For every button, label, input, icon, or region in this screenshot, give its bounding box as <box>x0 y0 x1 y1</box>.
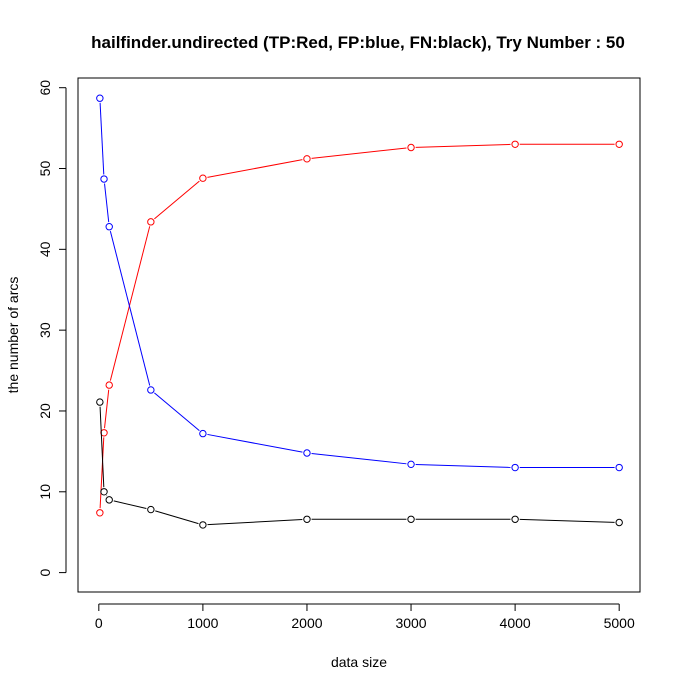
data-point <box>147 218 155 226</box>
data-point <box>199 429 207 438</box>
data-point <box>96 509 104 517</box>
series-2 <box>96 94 623 472</box>
series-segment <box>109 226 151 381</box>
series-segment <box>99 437 105 509</box>
data-point <box>511 515 519 523</box>
series-segment <box>99 102 105 175</box>
data-point <box>199 521 207 529</box>
series-segment <box>104 389 110 429</box>
series-segment <box>207 519 303 526</box>
chart-title: hailfinder.undirected (TP:Red, FP:blue, … <box>91 33 625 52</box>
data-point <box>303 515 311 523</box>
data-point <box>147 386 155 394</box>
data-point <box>303 155 311 163</box>
data-point <box>96 94 104 102</box>
x-tick-label: 2000 <box>291 615 322 631</box>
series-segment <box>104 183 110 223</box>
data-point <box>615 518 623 527</box>
x-tick-label: 5000 <box>604 615 635 631</box>
series-segment <box>113 500 147 510</box>
series-segment <box>415 143 511 148</box>
y-axis: 0 10 20 30 40 50 60 <box>37 80 67 577</box>
series-segment <box>154 392 200 432</box>
y-tick-label: 0 <box>37 569 53 577</box>
series-segment <box>207 159 303 178</box>
y-tick-label: 50 <box>37 161 53 177</box>
y-axis-label: the number of arcs <box>5 277 21 394</box>
y-tick-label: 60 <box>37 80 53 96</box>
data-point <box>105 381 113 389</box>
series-segment <box>519 518 615 523</box>
data-point <box>100 175 108 183</box>
series-layer <box>96 94 623 529</box>
data-point <box>199 174 207 182</box>
x-axis: 0 1000 2000 3000 4000 5000 <box>95 603 635 631</box>
x-axis-label: data size <box>331 654 387 670</box>
series-3 <box>96 398 623 529</box>
data-point <box>407 143 415 152</box>
y-tick-label: 40 <box>37 241 53 257</box>
y-tick-label: 20 <box>37 403 53 419</box>
data-point <box>303 449 311 457</box>
y-tick-label: 30 <box>37 322 53 338</box>
data-point <box>105 496 113 504</box>
x-tick-label: 3000 <box>395 615 426 631</box>
series-segment <box>311 452 407 465</box>
data-point <box>100 488 108 496</box>
series-segment <box>311 147 407 159</box>
data-point <box>105 223 113 231</box>
data-point <box>615 140 623 148</box>
data-point <box>511 140 519 148</box>
series-segment <box>415 463 511 468</box>
series-1 <box>96 140 623 517</box>
series-segment <box>155 510 199 525</box>
series-segment <box>207 433 303 453</box>
data-point <box>96 398 104 406</box>
data-point <box>147 505 155 514</box>
data-point <box>615 463 623 472</box>
data-point <box>511 463 519 472</box>
y-tick-label: 10 <box>37 484 53 500</box>
data-point <box>407 460 415 469</box>
x-tick-label: 4000 <box>500 615 531 631</box>
series-segment <box>109 231 151 386</box>
series-segment <box>99 406 105 488</box>
plot-area-frame <box>77 77 641 593</box>
data-point <box>407 515 415 523</box>
x-tick-label: 1000 <box>187 615 218 631</box>
x-tick-label: 0 <box>95 615 103 631</box>
series-segment <box>154 180 200 220</box>
